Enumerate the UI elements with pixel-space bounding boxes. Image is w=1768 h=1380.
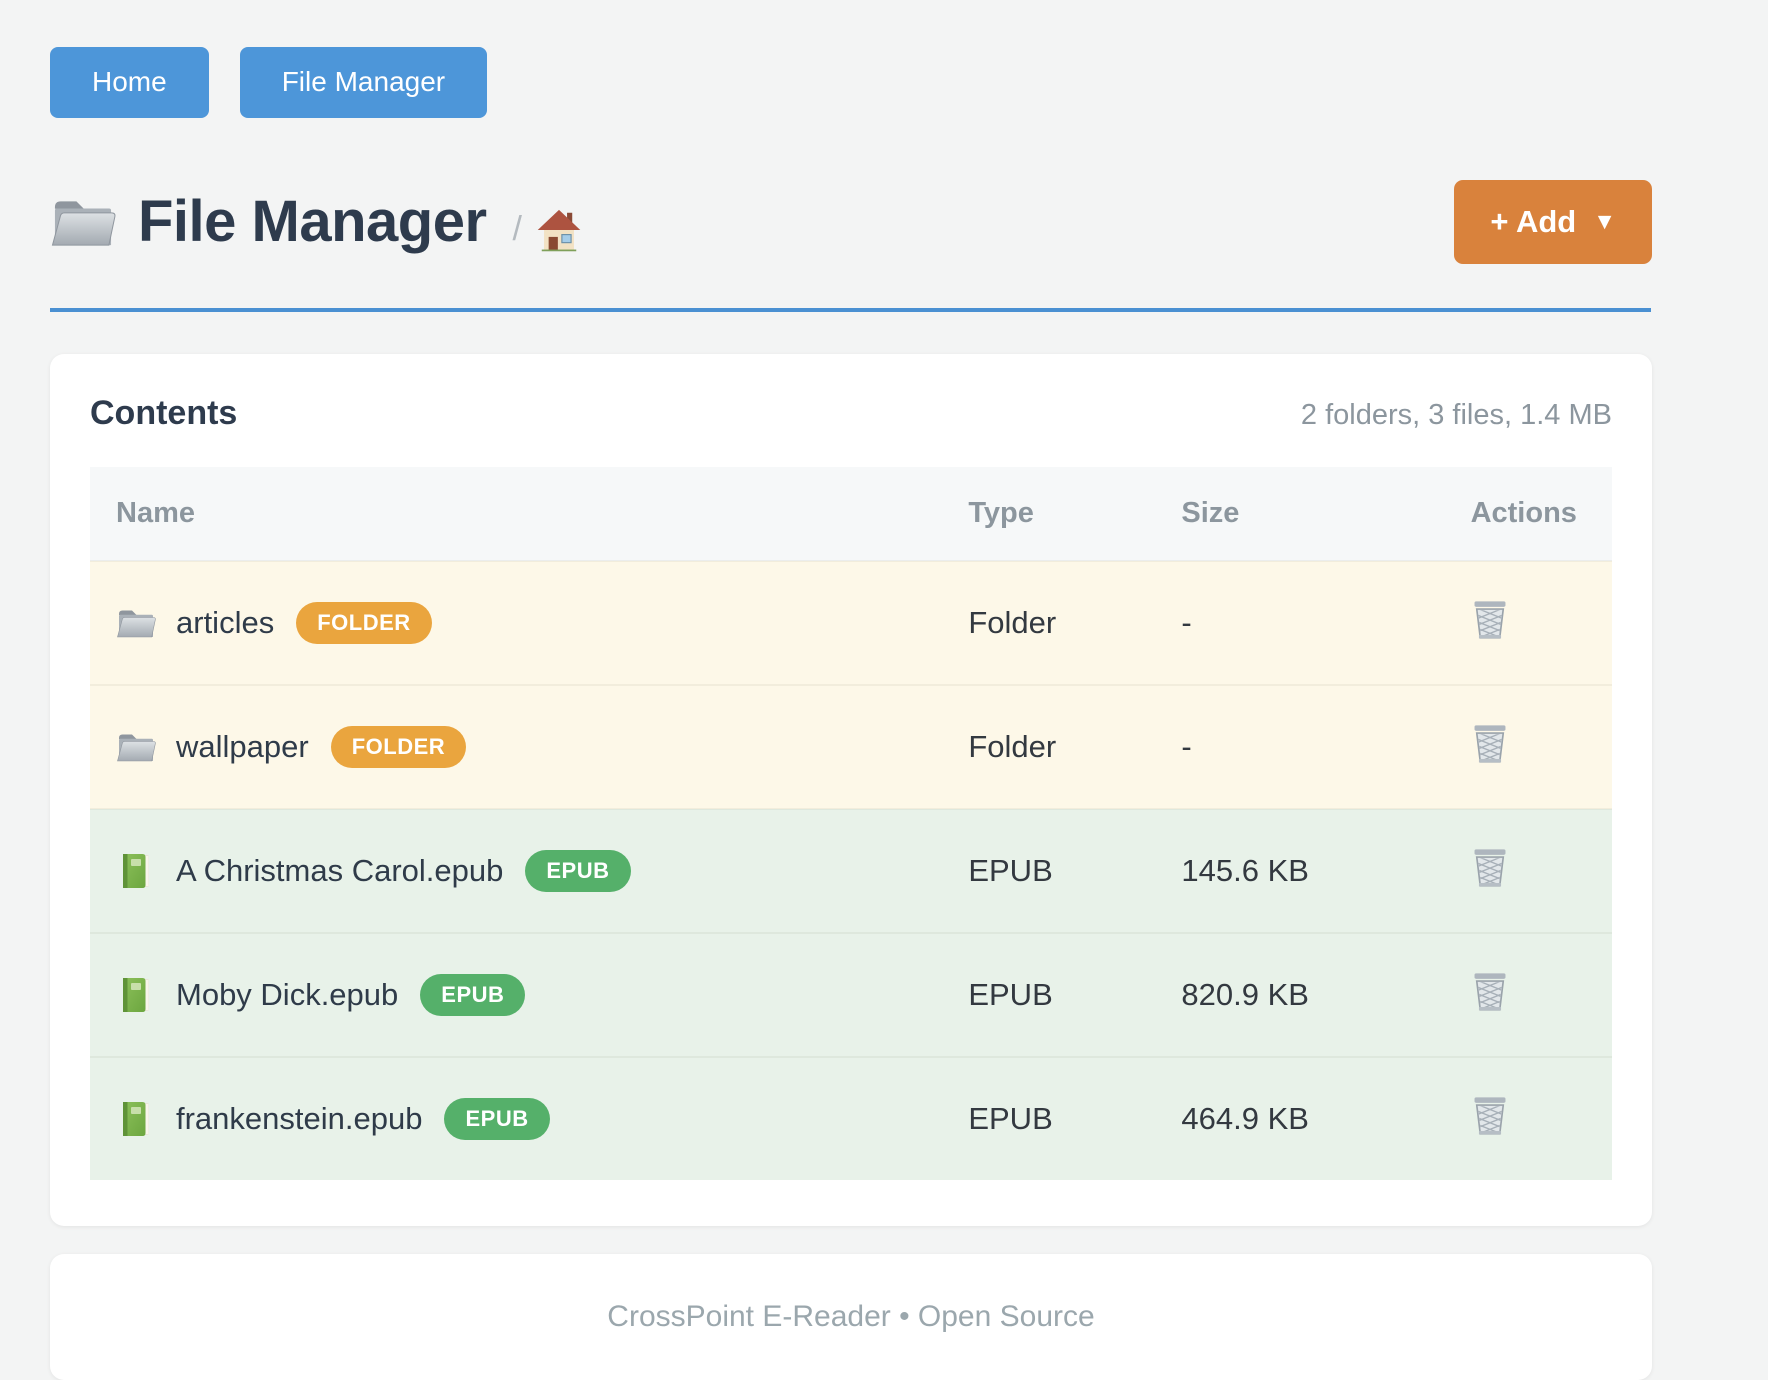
contents-heading: Contents (90, 393, 238, 432)
file-name: wallpaper (176, 728, 309, 764)
trash-icon (1471, 1094, 1509, 1136)
type-cell: Folder (942, 559, 1156, 685)
page: Home File Manager File Manager / + Add ▼… (50, 47, 1652, 1380)
type-badge: EPUB (444, 1097, 550, 1140)
folder-icon (116, 728, 156, 766)
breadcrumb-separator: / (512, 210, 522, 249)
delete-button[interactable] (1471, 846, 1509, 888)
delete-button[interactable] (1471, 722, 1509, 764)
column-header-type: Type (942, 466, 1156, 561)
chevron-down-icon: ▼ (1593, 208, 1616, 235)
contents-summary: 2 folders, 3 files, 1.4 MB (1300, 398, 1612, 431)
column-header-size: Size (1155, 466, 1445, 561)
table-row: wallpaper FOLDER Folder - (90, 683, 1612, 809)
table-row: A Christmas Carol.epub EPUB EPUB 145.6 K… (90, 807, 1612, 933)
trash-icon (1471, 598, 1509, 640)
file-manager-button[interactable]: File Manager (239, 47, 488, 118)
file-link[interactable]: frankenstein.epub EPUB (116, 1097, 942, 1140)
folder-link[interactable]: wallpaper FOLDER (116, 725, 942, 768)
footer: CrossPoint E-Reader • Open Source (50, 1253, 1652, 1380)
green-book-icon (116, 852, 156, 890)
breadcrumb: / (513, 208, 582, 252)
add-button-label: + Add (1490, 203, 1577, 239)
green-book-icon (116, 1100, 156, 1138)
trash-icon (1471, 970, 1509, 1012)
file-name: Moby Dick.epub (176, 976, 399, 1012)
contents-card-header: Contents 2 folders, 3 files, 1.4 MB (90, 394, 1612, 433)
delete-button[interactable] (1471, 1094, 1509, 1136)
green-book-icon (116, 976, 156, 1014)
delete-button[interactable] (1471, 598, 1509, 640)
home-button[interactable]: Home (50, 47, 209, 118)
file-link[interactable]: Moby Dick.epub EPUB (116, 973, 942, 1016)
file-name: A Christmas Carol.epub (176, 852, 504, 888)
size-cell: - (1155, 683, 1445, 809)
type-cell: Folder (942, 683, 1156, 809)
type-badge: FOLDER (330, 725, 467, 768)
trash-icon (1471, 846, 1509, 888)
type-cell: EPUB (942, 1055, 1156, 1180)
column-header-actions: Actions (1444, 466, 1612, 561)
folder-icon (116, 604, 156, 642)
type-badge: FOLDER (296, 601, 432, 644)
trash-icon (1471, 722, 1509, 764)
header-divider (50, 307, 1651, 312)
folder-link[interactable]: articles FOLDER (116, 601, 942, 644)
title-group: File Manager / (50, 188, 582, 255)
page-title: File Manager (138, 189, 487, 255)
add-button[interactable]: + Add ▼ (1454, 179, 1652, 264)
type-badge: EPUB (420, 973, 526, 1016)
contents-card: Contents 2 folders, 3 files, 1.4 MB Name… (50, 353, 1652, 1226)
file-name: articles (176, 604, 275, 640)
size-cell: 820.9 KB (1155, 931, 1445, 1057)
footer-text: CrossPoint E-Reader • Open Source (607, 1299, 1095, 1333)
type-badge: EPUB (525, 849, 631, 892)
folder-icon (50, 193, 116, 251)
type-cell: EPUB (942, 931, 1156, 1057)
delete-button[interactable] (1471, 970, 1509, 1012)
page-header: File Manager / + Add ▼ (50, 179, 1652, 264)
size-cell: 145.6 KB (1155, 807, 1445, 933)
home-icon[interactable] (536, 208, 582, 252)
table-header-row: Name Type Size Actions (90, 466, 1612, 561)
size-cell: - (1155, 559, 1445, 685)
file-table: Name Type Size Actions articles FOLDER (90, 466, 1612, 1180)
type-cell: EPUB (942, 807, 1156, 933)
column-header-name: Name (90, 466, 943, 561)
top-nav: Home File Manager (50, 47, 1652, 118)
file-link[interactable]: A Christmas Carol.epub EPUB (116, 849, 942, 892)
table-row: articles FOLDER Folder - (90, 559, 1612, 685)
table-row: Moby Dick.epub EPUB EPUB 820.9 KB (90, 931, 1612, 1057)
size-cell: 464.9 KB (1155, 1055, 1445, 1180)
file-name: frankenstein.epub (176, 1100, 423, 1136)
table-row: frankenstein.epub EPUB EPUB 464.9 KB (90, 1055, 1612, 1180)
